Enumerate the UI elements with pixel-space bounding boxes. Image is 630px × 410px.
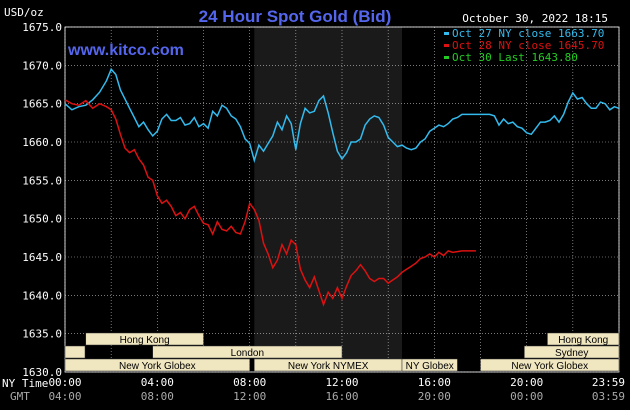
shaded-band xyxy=(254,27,403,372)
market-bar-label: New York NYMEX xyxy=(288,361,369,372)
legend-swatch xyxy=(444,56,449,59)
gmt-row-label: GMT xyxy=(10,390,30,403)
y-tick-label: 1645.0 xyxy=(22,251,62,264)
series-line-oct27 xyxy=(64,67,620,164)
x-tick-label-ny: 20:00 xyxy=(510,376,543,389)
x-tick-label-gmt: 04:00 xyxy=(48,390,81,403)
watermark: www.kitco.com xyxy=(67,42,184,59)
x-tick-label-gmt: 20:00 xyxy=(418,390,451,403)
legend-entry: Oct 28 NY close 1645.70 xyxy=(452,39,604,52)
y-tick-label: 1640.0 xyxy=(22,289,62,302)
y-tick-labels: 1675.0 1670.0 1665.0 1660.0 1655.0 1650.0 1645… xyxy=(22,21,62,379)
market-bar-label: London xyxy=(231,348,264,359)
x-tick-label-ny: 16:00 xyxy=(418,376,451,389)
y-unit-label: USD/oz xyxy=(4,6,44,19)
market-bar xyxy=(547,332,620,346)
y-tick-label: 1675.0 xyxy=(22,21,62,34)
market-bar-label: Sydney xyxy=(555,348,588,359)
market-bar-label: New York Globex xyxy=(511,361,588,372)
x-tick-label-gmt: 08:00 xyxy=(141,390,174,403)
ny-time-row-label: NY Time xyxy=(2,377,48,390)
x-tick-label-ny: 23:59 xyxy=(592,376,625,389)
y-tick-label: 1660.0 xyxy=(22,136,62,149)
legend-swatch xyxy=(444,32,449,35)
y-tick-label: 1665.0 xyxy=(22,98,62,111)
y-tick-label: 1655.0 xyxy=(22,174,62,187)
timestamp: October 30, 2022 18:15 xyxy=(462,12,608,25)
x-tick-label-ny: 08:00 xyxy=(233,376,266,389)
series-line-oct28 xyxy=(64,99,476,307)
market-bar-stub xyxy=(64,345,86,359)
market-bar xyxy=(85,332,204,346)
x-tick-label-ny: 04:00 xyxy=(141,376,174,389)
market-bar xyxy=(64,358,250,372)
market-bar-label: Hong Kong xyxy=(558,335,608,346)
y-tick-label: 1635.0 xyxy=(22,328,62,341)
market-bar-label: Hong Kong xyxy=(120,335,170,346)
legend-swatch xyxy=(444,44,449,47)
legend-entry: Oct 27 NY close 1663.70 xyxy=(452,27,604,40)
x-tick-label-gmt: 03:59 xyxy=(592,390,625,403)
y-tick-label: 1650.0 xyxy=(22,213,62,226)
y-tick-label: 1670.0 xyxy=(22,59,62,72)
market-bar xyxy=(524,345,620,359)
x-tick-label-ny: 00:00 xyxy=(48,376,81,389)
market-session-bars: Hong Kong London New York Globex New York N… xyxy=(64,332,620,372)
market-bar xyxy=(401,358,458,372)
x-tick-label-gmt: 00:00 xyxy=(510,390,543,403)
y-tick-label: 1630.0 xyxy=(22,366,62,379)
grid-lines xyxy=(64,26,620,373)
chart-title: 24 Hour Spot Gold (Bid) xyxy=(199,7,392,26)
market-bar xyxy=(480,358,620,372)
x-tick-label-gmt: 12:00 xyxy=(233,390,266,403)
market-bar xyxy=(152,345,343,359)
x-tick-label-ny: 12:00 xyxy=(325,376,358,389)
market-bar-label: NY Globex xyxy=(406,361,454,372)
x-tick-label-gmt: 16:00 xyxy=(325,390,358,403)
x-tick-labels: 00:0004:0004:0008:0008:0012:0012:0016:00… xyxy=(48,376,625,403)
market-bar-label: New York Globex xyxy=(119,361,196,372)
legend-entry: Oct 30 Last 1643.80 xyxy=(452,51,578,64)
series-layer xyxy=(64,67,620,307)
plot-frame xyxy=(64,26,620,373)
